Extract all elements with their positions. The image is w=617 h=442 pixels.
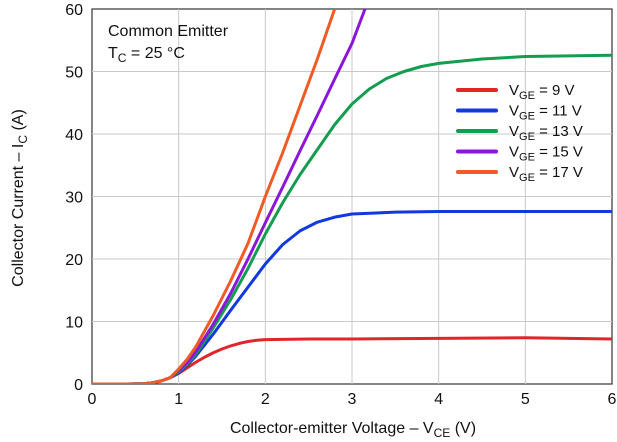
x-tick-label: 2 <box>261 391 270 408</box>
annotation-temperature-suffix: = 25 °C <box>126 45 184 62</box>
x-tick-label: 0 <box>88 391 97 408</box>
y-tick-label: 30 <box>65 190 83 207</box>
x-axis-title: Collector-emitter Voltage – VCE (V) <box>230 420 476 440</box>
legend-label: VGE = 17 V <box>509 164 583 184</box>
legend-label-main: V <box>509 164 519 181</box>
legend-label-main: V <box>509 82 519 99</box>
series-line-vge-17-v <box>92 9 337 384</box>
legend-label-sub: GE <box>519 90 535 102</box>
annotation-temperature: TC = 25 °C <box>108 45 185 65</box>
annotation-common-emitter: Common Emitter <box>108 23 229 40</box>
series-lines <box>92 9 612 384</box>
x-tick-label: 5 <box>521 391 530 408</box>
y-axis-title-sub: C <box>16 135 30 144</box>
chart-annotations: Common Emitter TC = 25 °C <box>108 23 229 65</box>
legend-label: VGE = 13 V <box>509 123 583 143</box>
legend-label-sub: GE <box>519 172 535 184</box>
annotation-temperature-sub: C <box>118 51 127 65</box>
y-axis-title-main: Collector Current – I <box>10 144 27 287</box>
x-axis-title-sub: CE <box>434 426 451 440</box>
legend-label-sub: GE <box>519 131 535 143</box>
y-tick-label: 40 <box>65 127 83 144</box>
y-tick-label: 50 <box>65 65 83 82</box>
legend-label-main: V <box>509 103 519 120</box>
legend-label-sub: GE <box>519 111 535 123</box>
grid-lines <box>92 9 612 384</box>
x-tick-label: 1 <box>174 391 183 408</box>
y-tick-label: 10 <box>65 315 83 332</box>
legend-label-sub: GE <box>519 152 535 164</box>
x-axis-title-unit: (V) <box>450 420 476 437</box>
y-tick-label: 0 <box>74 377 83 394</box>
legend-label: VGE = 15 V <box>509 144 583 164</box>
legend-label-suffix: = 17 V <box>535 164 583 181</box>
y-tick-label: 20 <box>65 252 83 269</box>
legend-label-suffix: = 9 V <box>535 82 575 99</box>
y-axis-title-unit: (A) <box>10 109 27 135</box>
legend-label-suffix: = 11 V <box>535 103 582 120</box>
y-tick-label: 60 <box>65 2 83 19</box>
y-axis-title: Collector Current – IC (A) <box>10 109 30 287</box>
x-tick-label: 4 <box>434 391 443 408</box>
annotation-temperature-main: T <box>108 45 118 62</box>
legend-label-main: V <box>509 123 519 140</box>
legend-label: VGE = 11 V <box>509 103 582 123</box>
legend-label-suffix: = 15 V <box>535 144 583 161</box>
legend-label-suffix: = 13 V <box>535 123 583 140</box>
x-tick-label: 6 <box>608 391 617 408</box>
legend-label-main: V <box>509 144 519 161</box>
x-axis-title-main: Collector-emitter Voltage – V <box>230 420 434 437</box>
x-tick-label: 3 <box>348 391 357 408</box>
legend-label: VGE = 9 V <box>509 82 575 102</box>
